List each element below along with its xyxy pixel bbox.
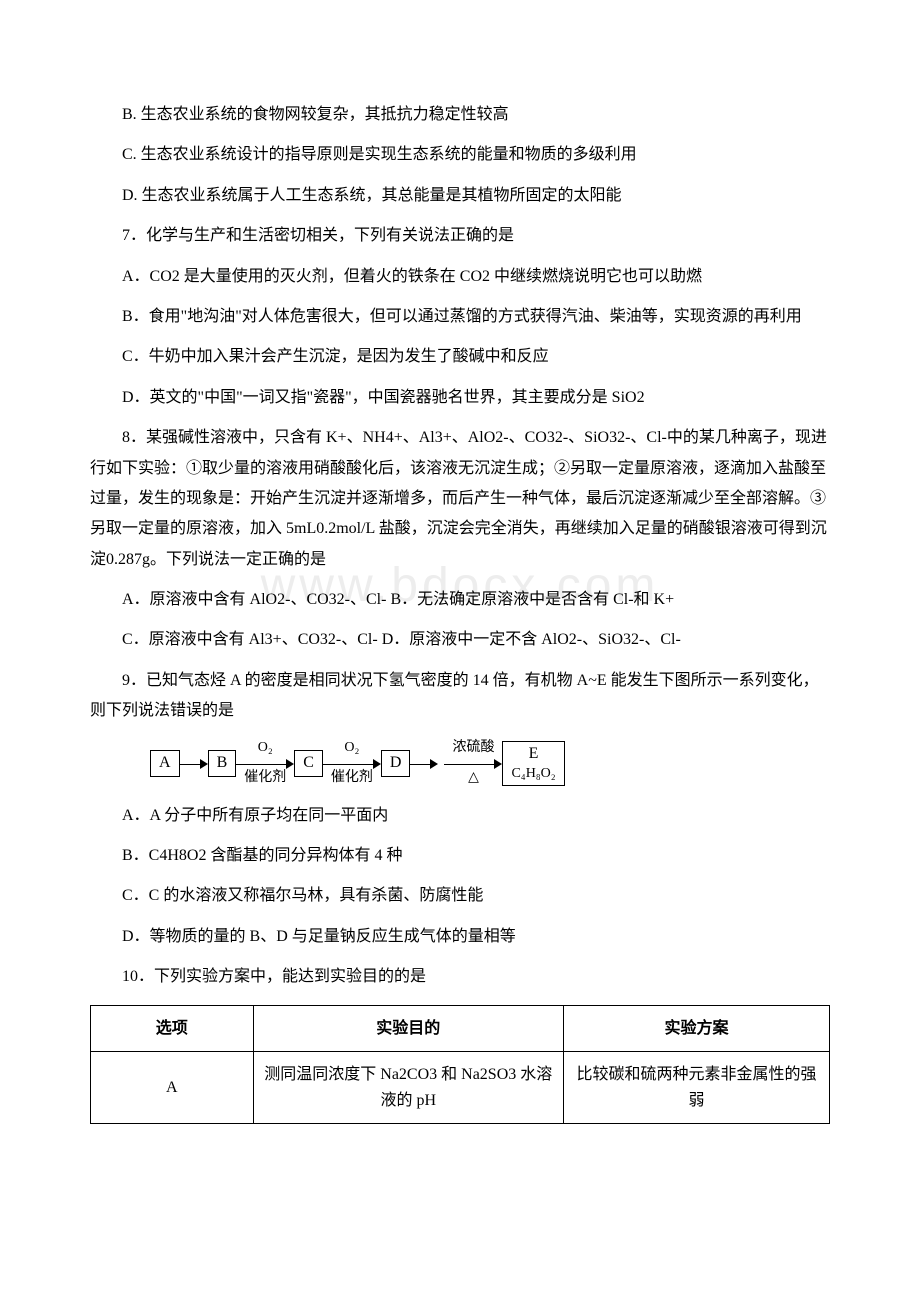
table-header-option: 选项 — [91, 1005, 254, 1052]
document-body: B. 生态农业系统的食物网较复杂，其抵抗力稳定性较高 C. 生态农业系统设计的指… — [90, 100, 830, 1124]
diagram-box-c: C — [294, 750, 323, 777]
question-8: 8．某强碱性溶液中，只含有 K+、NH4+、Al3+、AlO2-、CO32-、S… — [90, 423, 830, 575]
option-7a: A．CO2 是大量使用的灭火剂，但着火的铁条在 CO2 中继续燃烧说明它也可以助… — [90, 262, 830, 292]
arrow-5-top: 浓硫酸 — [452, 741, 494, 757]
option-7c: C．牛奶中加入果汁会产生沉淀，是因为发生了酸碱中和反应 — [90, 342, 830, 372]
option-9a: A．A 分子中所有原子均在同一平面内 — [90, 801, 830, 831]
diagram-box-e: E C₄H₈O₂ — [502, 741, 564, 786]
options-table: 选项 实验目的 实验方案 A 测同温同浓度下 Na2CO3 和 Na2SO3 水… — [90, 1005, 830, 1125]
option-7d: D．英文的"中国"一词又指"瓷器"，中国瓷器驰名世界，其主要成分是 SiO2 — [90, 383, 830, 413]
diagram-arrow-3: O₂ 催化剂 — [323, 741, 381, 787]
box-e-bot: C₄H₈O₂ — [511, 765, 555, 783]
option-9c: C．C 的水溶液又称福尔马林，具有杀菌、防腐性能 — [90, 881, 830, 911]
option-9b: B．C4H8O2 含酯基的同分异构体有 4 种 — [90, 841, 830, 871]
table-cell-plan: 比较碳和硫两种元素非金属性的强弱 — [563, 1052, 829, 1124]
diagram-arrow-4 — [410, 741, 438, 787]
option-6c: C. 生态农业系统设计的指导原则是实现生态系统的能量和物质的多级利用 — [90, 140, 830, 170]
table-header-plan: 实验方案 — [563, 1005, 829, 1052]
option-8cd: C．原溶液中含有 Al3+、CO32-、Cl- D．原溶液中一定不含 AlO2-… — [90, 625, 830, 655]
diagram-arrow-2: O₂ 催化剂 — [236, 741, 294, 787]
diagram-arrow-5: 浓硫酸 △ — [444, 741, 502, 787]
table-cell-purpose: 测同温同浓度下 Na2CO3 和 Na2SO3 水溶液的 pH — [253, 1052, 563, 1124]
arrow-5-bot: △ — [468, 771, 479, 787]
table-row: A 测同温同浓度下 Na2CO3 和 Na2SO3 水溶液的 pH 比较碳和硫两… — [91, 1052, 830, 1124]
table-header-row: 选项 实验目的 实验方案 — [91, 1005, 830, 1052]
question-9: 9．已知气态烃 A 的密度是相同状况下氢气密度的 14 倍，有机物 A~E 能发… — [90, 666, 830, 727]
arrow-3-top: O₂ — [344, 741, 359, 757]
option-7b: B．食用"地沟油"对人体危害很大，但可以通过蒸馏的方式获得汽油、柴油等，实现资源… — [90, 302, 830, 332]
diagram-box-b: B — [208, 750, 237, 777]
table-cell-option: A — [91, 1052, 254, 1124]
arrow-2-bot: 催化剂 — [244, 771, 286, 787]
diagram-box-d: D — [381, 750, 411, 777]
option-6d: D. 生态农业系统属于人工生态系统，其总能量是其植物所固定的太阳能 — [90, 181, 830, 211]
option-6b: B. 生态农业系统的食物网较复杂，其抵抗力稳定性较高 — [90, 100, 830, 130]
option-9d: D．等物质的量的 B、D 与足量钠反应生成气体的量相等 — [90, 922, 830, 952]
question-7: 7．化学与生产和生活密切相关，下列有关说法正确的是 — [90, 221, 830, 251]
reaction-diagram: A B O₂ 催化剂 C O₂ 催化剂 D — [150, 741, 830, 787]
arrow-3-bot: 催化剂 — [331, 771, 373, 787]
question-10: 10．下列实验方案中，能达到实验目的的是 — [90, 962, 830, 992]
table-header-purpose: 实验目的 — [253, 1005, 563, 1052]
box-e-top: E — [511, 744, 555, 765]
option-8ab: A．原溶液中含有 AlO2-、CO32-、Cl- B．无法确定原溶液中是否含有 … — [90, 585, 830, 615]
arrow-2-top: O₂ — [258, 741, 273, 757]
diagram-box-a: A — [150, 750, 180, 777]
diagram-arrow-1 — [180, 741, 208, 787]
